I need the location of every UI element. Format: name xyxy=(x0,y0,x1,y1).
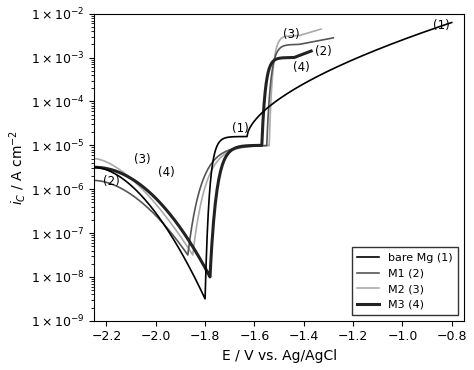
Text: (2): (2) xyxy=(103,175,119,188)
Legend: bare Mg (1), M1 (2), M2 (3), M3 (4): bare Mg (1), M1 (2), M2 (3), M3 (4) xyxy=(352,248,458,315)
X-axis label: E / V vs. Ag/AgCl: E / V vs. Ag/AgCl xyxy=(221,349,337,363)
Text: (3): (3) xyxy=(283,28,300,41)
Text: (1): (1) xyxy=(232,122,249,135)
Text: (1): (1) xyxy=(433,19,450,32)
Y-axis label: $i_C$ / A cm$^{-2}$: $i_C$ / A cm$^{-2}$ xyxy=(7,130,28,205)
Text: (3): (3) xyxy=(134,153,150,166)
Text: (4): (4) xyxy=(292,61,310,74)
Text: (4): (4) xyxy=(158,166,175,179)
Text: (2): (2) xyxy=(315,46,332,58)
